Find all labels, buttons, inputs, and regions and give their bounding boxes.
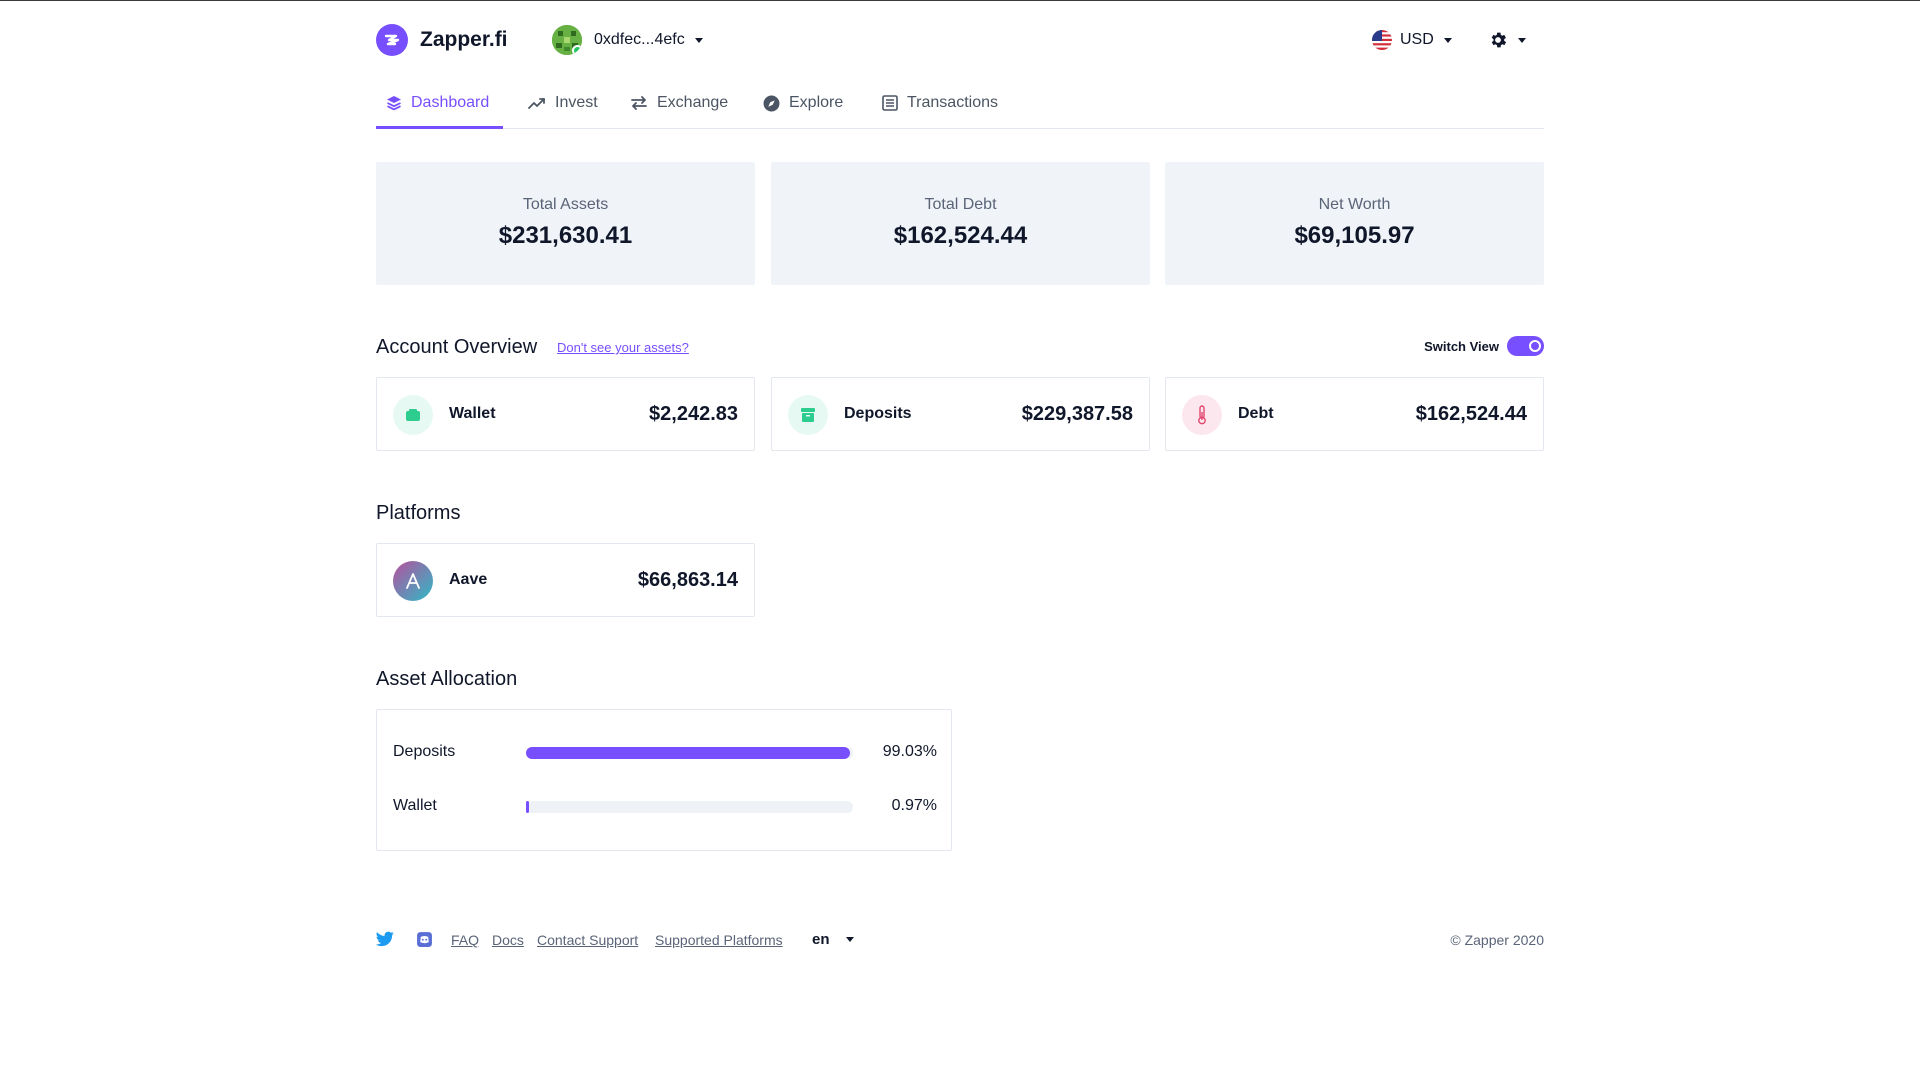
platform-aave-card[interactable]: Aave $66,863.14 xyxy=(376,543,755,617)
aave-logo-icon xyxy=(393,561,433,601)
swap-arrows-icon xyxy=(631,96,647,110)
allocation-percent: 99.03% xyxy=(882,743,937,760)
docs-link[interactable]: Docs xyxy=(492,932,524,948)
twitter-icon[interactable] xyxy=(376,931,394,947)
asset-allocation-card: Deposits 99.03% Wallet 0.97% xyxy=(376,709,952,851)
header: Zapper.fi 0xdfec...4efc xyxy=(376,24,1544,58)
total-debt-card: Total Debt $162,524.44 xyxy=(771,162,1150,285)
compass-icon xyxy=(763,95,780,112)
asset-allocation-title: Asset Allocation xyxy=(376,668,518,690)
wallet-selector[interactable]: 0xdfec...4efc xyxy=(552,25,703,55)
deposits-label: Deposits xyxy=(844,405,912,422)
net-worth-label: Net Worth xyxy=(1318,196,1391,213)
account-overview-title: Account Overview xyxy=(376,336,538,358)
allocation-track xyxy=(526,801,853,813)
settings-menu[interactable] xyxy=(1488,30,1526,50)
chevron-down-icon xyxy=(1443,37,1452,43)
switch-view-label: Switch View xyxy=(1424,338,1499,354)
language-label: en xyxy=(812,931,830,948)
top-border xyxy=(0,0,1920,1)
allocation-track xyxy=(526,747,853,759)
platforms-title: Platforms xyxy=(376,502,461,524)
total-debt-label: Total Debt xyxy=(924,196,997,213)
language-selector[interactable]: en xyxy=(812,931,854,948)
tab-invest[interactable]: Invest xyxy=(528,86,598,129)
wallet-avatar-icon xyxy=(552,25,582,55)
debt-card[interactable]: Debt $162,524.44 xyxy=(1165,377,1544,451)
currency-selector[interactable]: USD xyxy=(1372,30,1452,50)
active-tab-indicator xyxy=(376,126,503,129)
total-assets-value: $231,630.41 xyxy=(498,222,633,249)
archive-box-icon xyxy=(788,395,828,435)
tab-label: Invest xyxy=(555,94,598,111)
tab-label: Dashboard xyxy=(411,94,490,111)
wallet-card[interactable]: Wallet $2,242.83 xyxy=(376,377,755,451)
wallet-address: 0xdfec...4efc xyxy=(594,31,685,48)
trending-up-icon xyxy=(528,98,545,109)
allocation-fill xyxy=(526,801,530,813)
total-debt-value: $162,524.44 xyxy=(893,222,1028,249)
debt-value: $162,524.44 xyxy=(1415,403,1527,425)
tab-explore[interactable]: Explore xyxy=(763,86,843,129)
thermometer-icon xyxy=(1182,395,1222,435)
copyright: © Zapper 2020 xyxy=(1450,932,1544,948)
allocation-percent: 0.97% xyxy=(891,797,937,814)
us-flag-icon xyxy=(1372,30,1392,50)
tab-dashboard[interactable]: Dashboard xyxy=(386,86,489,129)
platform-value: $66,863.14 xyxy=(637,569,738,591)
chevron-down-icon xyxy=(1518,37,1526,43)
chevron-down-icon xyxy=(694,37,703,43)
tab-transactions[interactable]: Transactions xyxy=(882,86,998,129)
tab-label: Transactions xyxy=(907,94,998,111)
tab-label: Exchange xyxy=(657,94,729,111)
allocation-row: Deposits 99.03% xyxy=(393,743,937,763)
layers-icon xyxy=(387,96,401,111)
platform-label: Aave xyxy=(449,571,488,588)
wallet-value: $2,242.83 xyxy=(649,403,738,425)
footer: FAQ Docs Contact Support Supported Platf… xyxy=(376,930,1544,950)
allocation-fill xyxy=(526,747,850,759)
logo[interactable]: Zapper.fi xyxy=(376,24,508,56)
main-tabs: Dashboard Invest Exchange Explore xyxy=(376,86,1544,129)
tab-exchange[interactable]: Exchange xyxy=(630,86,728,129)
net-worth-card: Net Worth $69,105.97 xyxy=(1165,162,1544,285)
missing-assets-link[interactable]: Don't see your assets? xyxy=(557,340,689,355)
total-assets-label: Total Assets xyxy=(522,196,609,213)
chevron-down-icon xyxy=(845,937,854,942)
zapper-logo-icon xyxy=(376,24,408,56)
deposits-card[interactable]: Deposits $229,387.58 xyxy=(771,377,1150,451)
wallet-label: Wallet xyxy=(449,405,496,422)
switch-view-toggle[interactable] xyxy=(1507,336,1544,356)
allocation-label: Deposits xyxy=(393,743,456,760)
contact-support-link[interactable]: Contact Support xyxy=(537,932,639,948)
app-name: Zapper.fi xyxy=(420,28,508,51)
currency-label: USD xyxy=(1400,31,1434,48)
debt-label: Debt xyxy=(1238,405,1274,422)
gear-icon xyxy=(1491,32,1507,48)
total-assets-card: Total Assets $231,630.41 xyxy=(376,162,755,285)
faq-link[interactable]: FAQ xyxy=(451,932,480,948)
deposits-value: $229,387.58 xyxy=(1021,403,1133,425)
summary-cards: Total Assets $231,630.41 Total Debt $162… xyxy=(376,162,1544,285)
supported-platforms-link[interactable]: Supported Platforms xyxy=(655,932,783,948)
switch-view: Switch View xyxy=(1424,336,1544,356)
wallet-icon xyxy=(393,395,433,435)
allocation-label: Wallet xyxy=(393,797,437,814)
discord-icon[interactable] xyxy=(416,931,433,948)
allocation-row: Wallet 0.97% xyxy=(393,797,937,817)
list-icon xyxy=(882,95,898,111)
net-worth-value: $69,105.97 xyxy=(1294,222,1415,249)
tab-label: Explore xyxy=(789,94,844,111)
